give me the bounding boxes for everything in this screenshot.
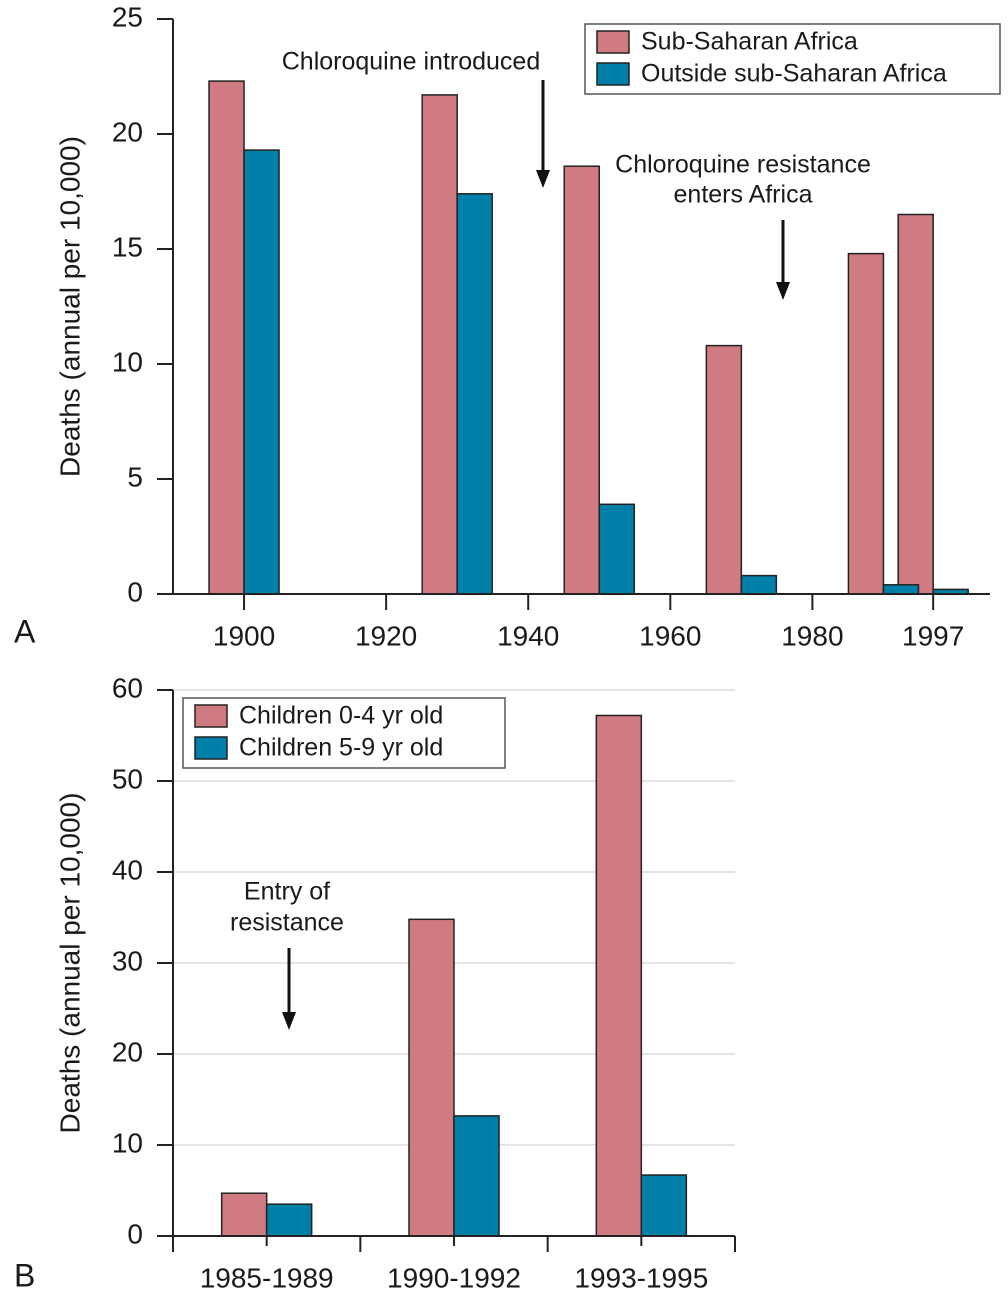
y-tick-label: 50 bbox=[112, 763, 143, 794]
y-tick-label: 30 bbox=[112, 945, 143, 976]
y-tick-label: 20 bbox=[112, 116, 143, 147]
y-tick-label: 10 bbox=[112, 346, 143, 377]
x-tick-label: 1985-1989 bbox=[200, 1262, 334, 1293]
x-tick-label: 1980 bbox=[781, 620, 843, 651]
annotation-arrowhead bbox=[536, 170, 550, 188]
annotation: Chloroquine resistance bbox=[615, 151, 871, 179]
bar bbox=[705, 344, 743, 595]
y-tick-label: 60 bbox=[112, 672, 143, 703]
legend-swatch bbox=[596, 30, 630, 54]
y-tick-label: 0 bbox=[127, 1218, 143, 1249]
bar bbox=[456, 193, 493, 595]
legend-swatch bbox=[596, 62, 630, 86]
bar bbox=[640, 1174, 688, 1237]
bar bbox=[882, 584, 920, 595]
annotation-arrowhead bbox=[282, 1012, 296, 1030]
bar bbox=[897, 213, 934, 595]
panel-label: B bbox=[14, 1257, 35, 1293]
bar bbox=[847, 252, 885, 595]
bar bbox=[243, 149, 280, 595]
legend-swatch bbox=[194, 704, 228, 728]
x-tick-label: 1960 bbox=[639, 620, 701, 651]
x-tick-label: 1940 bbox=[497, 620, 559, 651]
legend-label: Outside sub-Saharan Africa bbox=[641, 60, 947, 88]
bar bbox=[408, 918, 455, 1237]
legend-label: Children 5-9 yr old bbox=[239, 734, 443, 762]
bar bbox=[265, 1203, 313, 1237]
y-tick-label: 20 bbox=[112, 1036, 143, 1067]
legend-box bbox=[584, 23, 1001, 95]
bar bbox=[453, 1115, 500, 1237]
annotation: enters Africa bbox=[674, 181, 813, 209]
bar bbox=[563, 165, 601, 595]
annotation-arrowhead bbox=[776, 282, 790, 300]
legend-box bbox=[182, 697, 506, 769]
bar bbox=[421, 94, 458, 595]
y-tick-label: 25 bbox=[112, 1, 143, 32]
x-tick-label: 1993-1995 bbox=[574, 1262, 708, 1293]
annotation: Entry of bbox=[244, 878, 330, 906]
x-tick-label: 1920 bbox=[355, 620, 417, 651]
bar bbox=[598, 503, 636, 595]
bar bbox=[208, 80, 245, 595]
bar bbox=[595, 714, 643, 1237]
legend-swatch bbox=[194, 736, 228, 760]
annotation: Chloroquine introduced bbox=[282, 48, 541, 76]
x-tick-label: 1900 bbox=[213, 620, 275, 651]
bar bbox=[740, 574, 778, 595]
legend-label: Sub-Saharan Africa bbox=[641, 28, 858, 56]
legend-label: Children 0-4 yr old bbox=[239, 702, 443, 730]
y-axis-title: Deaths (annual per 10,000) bbox=[54, 136, 85, 477]
y-tick-label: 15 bbox=[112, 231, 143, 262]
panel-label: A bbox=[14, 613, 36, 649]
annotation: resistance bbox=[230, 909, 344, 937]
y-axis-title: Deaths (annual per 10,000) bbox=[54, 793, 85, 1134]
y-tick-label: 0 bbox=[127, 576, 143, 607]
bar bbox=[220, 1192, 268, 1237]
y-tick-label: 10 bbox=[112, 1127, 143, 1158]
x-tick-label: 1997 bbox=[902, 620, 964, 651]
x-tick-label: 1990-1992 bbox=[387, 1262, 521, 1293]
y-tick-label: 5 bbox=[127, 461, 143, 492]
y-tick-label: 40 bbox=[112, 854, 143, 885]
